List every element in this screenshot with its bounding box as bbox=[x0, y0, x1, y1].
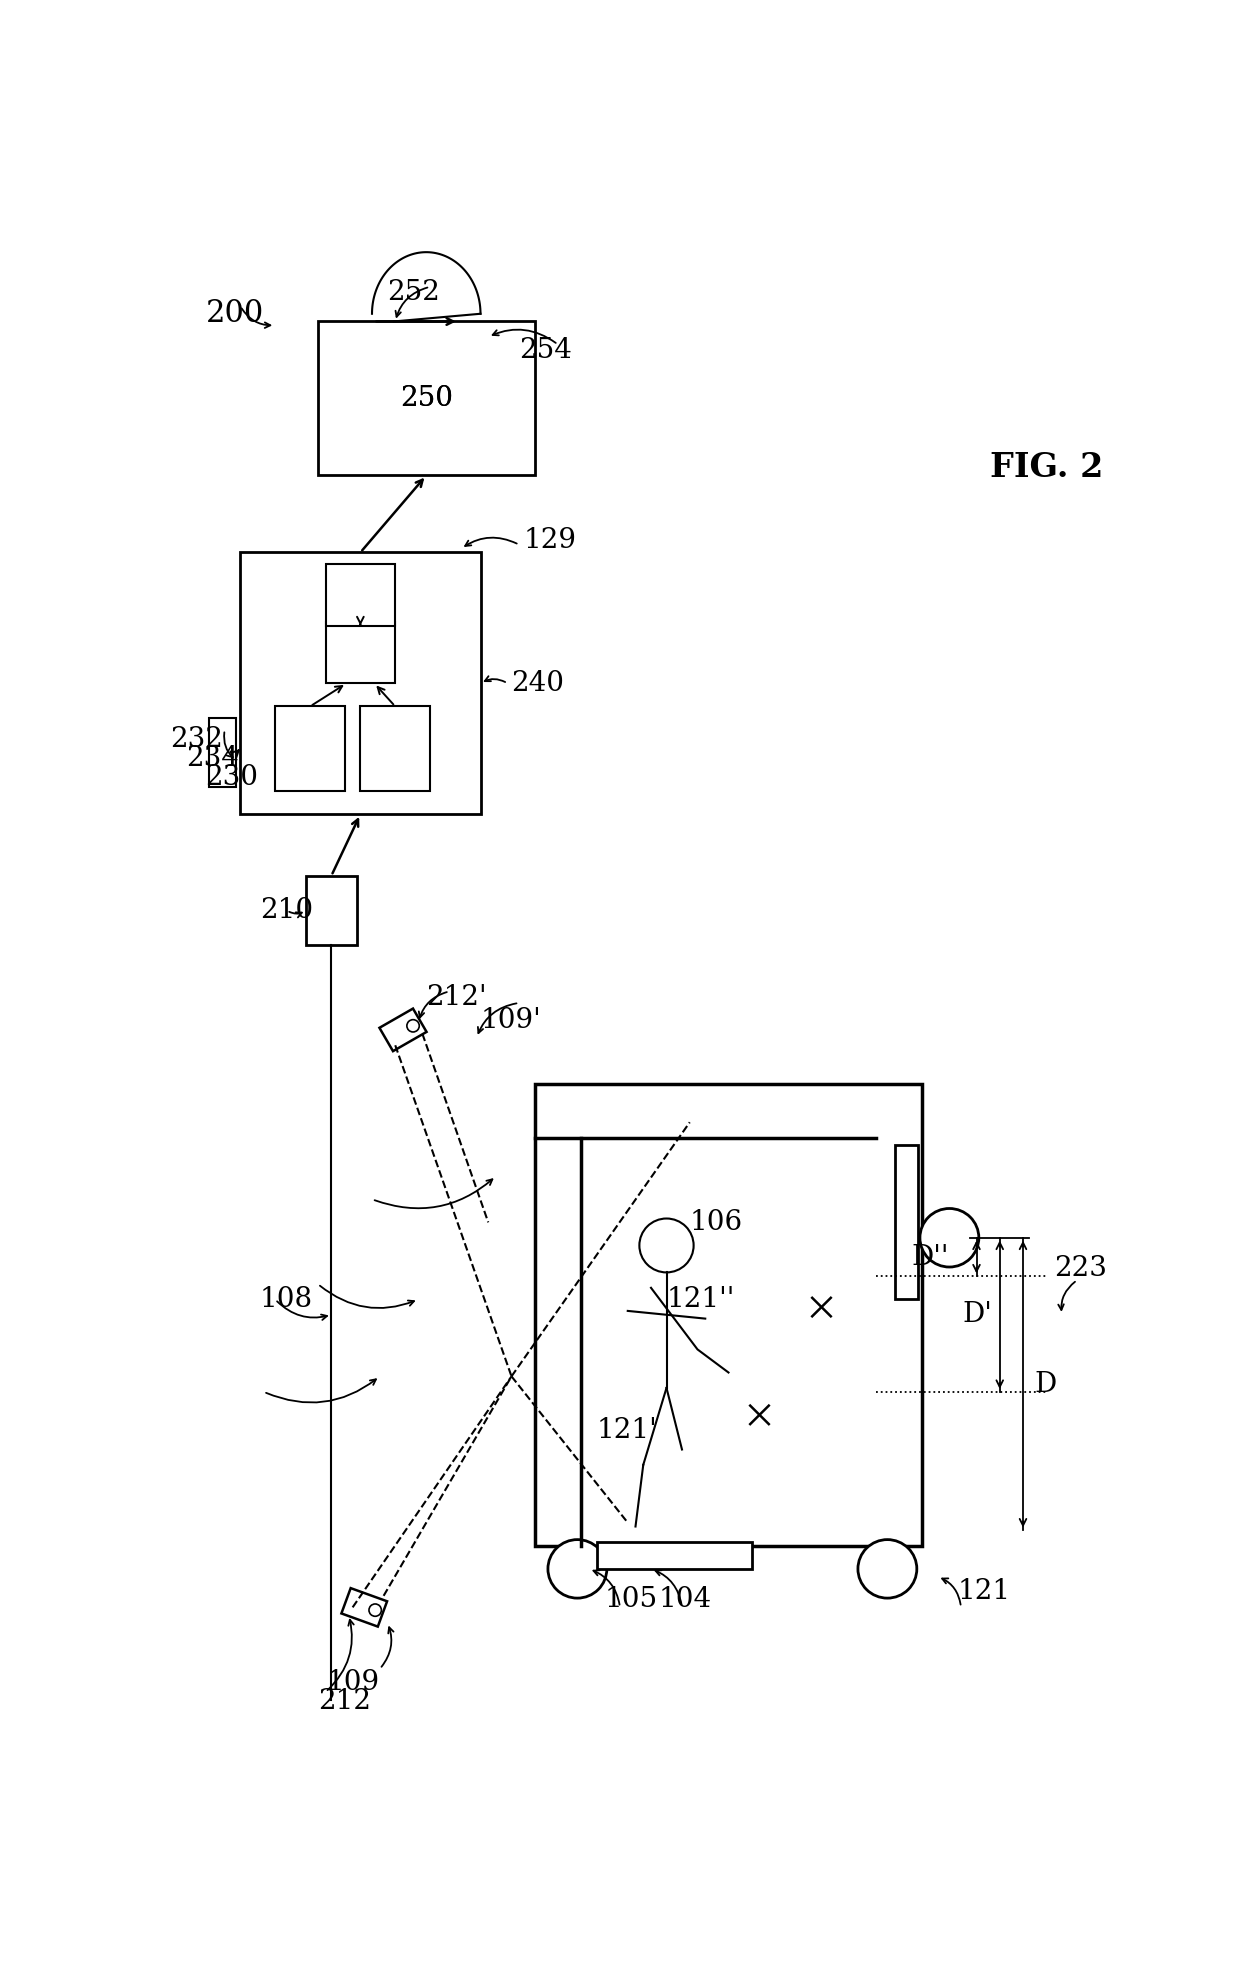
Bar bbox=[379, 1008, 427, 1052]
Text: 212: 212 bbox=[317, 1689, 371, 1715]
Text: 230: 230 bbox=[206, 764, 258, 791]
Text: 105: 105 bbox=[605, 1586, 657, 1614]
Bar bbox=[596, 1543, 751, 1569]
Circle shape bbox=[370, 1604, 382, 1616]
Bar bbox=[275, 706, 345, 791]
Circle shape bbox=[548, 1539, 606, 1598]
Text: 254: 254 bbox=[520, 337, 572, 363]
Circle shape bbox=[640, 1219, 693, 1273]
Text: 121'': 121'' bbox=[667, 1286, 735, 1312]
Text: 121: 121 bbox=[957, 1578, 1011, 1606]
Text: 223: 223 bbox=[1054, 1255, 1107, 1282]
Text: 250: 250 bbox=[399, 385, 453, 412]
Bar bbox=[317, 322, 534, 475]
Bar bbox=[325, 564, 396, 625]
Bar bbox=[325, 621, 396, 683]
Bar bbox=[341, 1588, 387, 1626]
Text: 108: 108 bbox=[259, 1286, 312, 1312]
Text: 240: 240 bbox=[511, 671, 564, 696]
Text: 252: 252 bbox=[387, 278, 440, 306]
Text: 250: 250 bbox=[399, 385, 453, 412]
Text: 109: 109 bbox=[326, 1669, 379, 1697]
Circle shape bbox=[407, 1020, 419, 1032]
Bar bbox=[210, 718, 237, 787]
Text: D': D' bbox=[962, 1302, 992, 1328]
Text: 232: 232 bbox=[171, 726, 223, 754]
Text: 104: 104 bbox=[658, 1586, 712, 1614]
Circle shape bbox=[858, 1539, 916, 1598]
Bar bbox=[895, 1146, 919, 1300]
Text: 129: 129 bbox=[523, 527, 577, 554]
Text: D: D bbox=[1034, 1371, 1056, 1397]
Text: 106: 106 bbox=[689, 1209, 743, 1235]
Text: 234: 234 bbox=[186, 746, 239, 771]
Text: FIG. 2: FIG. 2 bbox=[990, 452, 1102, 483]
Text: D'': D'' bbox=[911, 1243, 950, 1271]
Bar bbox=[306, 876, 357, 945]
Bar bbox=[241, 552, 481, 815]
Bar bbox=[534, 1083, 923, 1545]
Bar bbox=[361, 706, 430, 791]
Text: 121': 121' bbox=[596, 1417, 657, 1444]
Text: 200: 200 bbox=[206, 298, 264, 329]
Text: 210: 210 bbox=[259, 898, 312, 923]
Text: 109': 109' bbox=[481, 1006, 541, 1034]
Text: 212': 212' bbox=[427, 985, 487, 1010]
Circle shape bbox=[920, 1209, 978, 1267]
